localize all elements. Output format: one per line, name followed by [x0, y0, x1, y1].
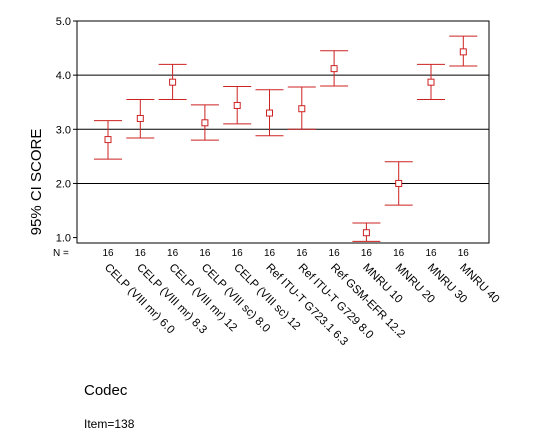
gridlines — [77, 74, 489, 184]
n-value: 16 — [329, 248, 341, 259]
n-value: 16 — [102, 248, 114, 259]
mean-marker — [330, 65, 338, 73]
mean-marker — [266, 109, 273, 117]
y-axis: 1.0 2.0 3.0 4.0 5.0 — [56, 16, 77, 245]
mean-marker — [459, 48, 467, 56]
mean-marker — [362, 229, 370, 237]
error-bar — [384, 161, 413, 206]
n-value: 16 — [393, 248, 405, 259]
y-axis-label: 95% CI SCORE — [28, 129, 45, 236]
y-tick-label: 1.0 — [56, 233, 71, 245]
y-tick-label: 3.0 — [56, 124, 71, 136]
error-bar — [190, 104, 219, 141]
error-bar — [158, 63, 187, 101]
error-bar — [126, 99, 155, 139]
error-bar — [255, 89, 284, 137]
n-label: N = — [53, 248, 69, 259]
error-bar — [320, 50, 349, 87]
n-value: 16 — [361, 248, 373, 259]
n-value: 16 — [264, 248, 276, 259]
error-bar — [352, 222, 381, 242]
n-value: 16 — [296, 248, 308, 259]
error-bars — [94, 35, 478, 242]
mean-marker — [395, 179, 403, 187]
n-value: 16 — [135, 248, 147, 259]
error-bar — [449, 35, 478, 67]
mean-marker — [427, 78, 435, 86]
n-value: 16 — [232, 248, 244, 259]
y-tick-label: 2.0 — [56, 178, 71, 190]
x-axis-label: Codec — [84, 382, 128, 399]
n-values: 16 16 16 16 16 16 16 16 16 16 16 16 — [102, 248, 469, 259]
mean-marker — [104, 136, 112, 144]
mean-marker — [169, 78, 177, 86]
error-bar — [417, 63, 445, 101]
error-bar — [94, 120, 122, 160]
item-count: Item=138 — [84, 417, 135, 431]
error-bar — [287, 86, 316, 130]
plot-area — [76, 20, 490, 244]
n-value: 16 — [425, 248, 437, 259]
y-tick-label: 5.0 — [56, 16, 71, 28]
mean-marker — [298, 105, 306, 113]
mean-marker — [201, 119, 209, 127]
n-value: 16 — [458, 248, 470, 259]
n-value: 16 — [167, 248, 179, 259]
n-value: 16 — [199, 248, 211, 259]
error-bar — [223, 86, 252, 125]
y-tick-label: 4.0 — [56, 70, 71, 82]
mean-marker — [136, 114, 144, 122]
mean-marker — [233, 101, 241, 109]
